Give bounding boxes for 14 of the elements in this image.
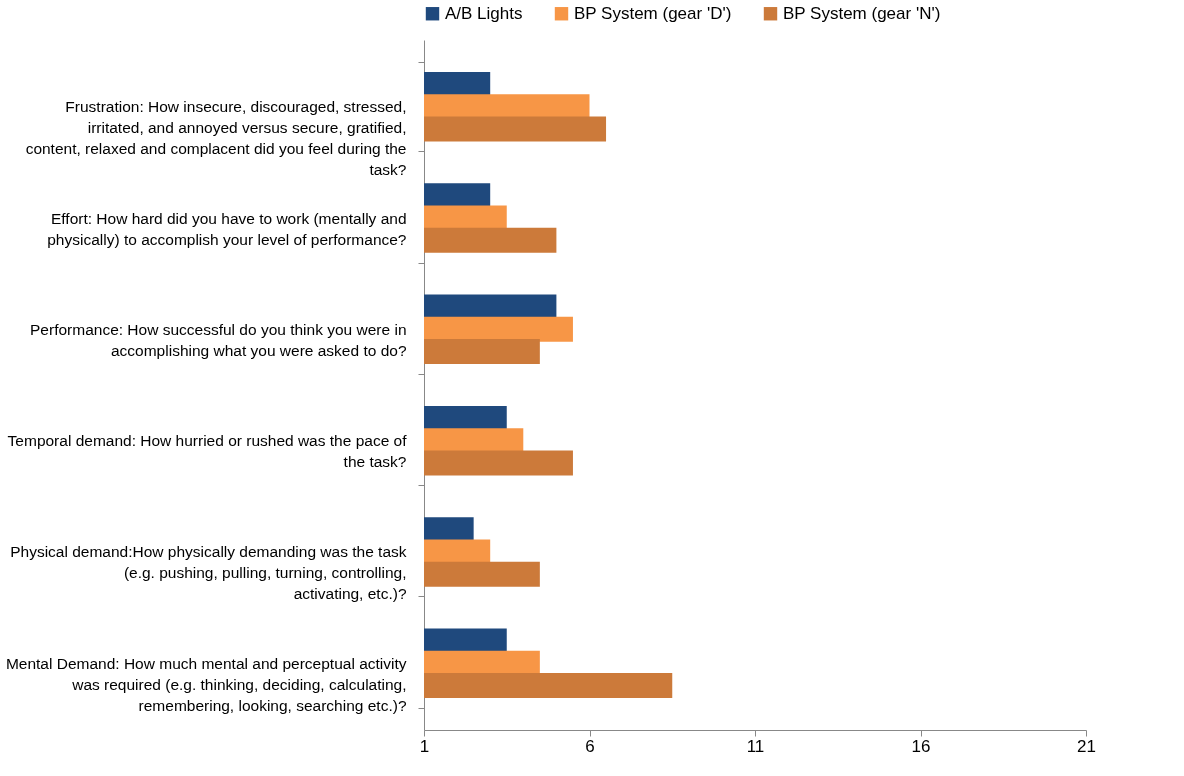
x-tick-label: 11 bbox=[746, 736, 765, 756]
y-tick-label: Performance: How successful do you think you were in accomplishing what you were asked to do? bbox=[30, 320, 407, 359]
y-tick-label: Mental Demand: How much mental and perceptual activity was required (e.g. thinking, deciding, calculating, remembering, looking, searching etc.)? bbox=[5, 654, 407, 714]
y-tick-label: Effort: How hard did you have to work (mentally and physically) to accomplish your level of performance? bbox=[47, 209, 407, 248]
legend-label: BP System (gear 'N') bbox=[783, 3, 941, 23]
y-tick-label: Temporal demand: How hurried or rushed was the pace of the task? bbox=[7, 432, 408, 471]
y-tick-label: Physical demand:How physically demanding was the task (e.g. pushing, pulling, turning, controlling, activating, etc.)? bbox=[10, 543, 407, 603]
legend-label: A/B Lights bbox=[445, 3, 523, 23]
y-tick-label: Frustration: How insecure, discouraged, stressed, irritated, and annoyed versus secure, gratified, content, relaxed and complacent did you feel during the task? bbox=[25, 98, 407, 179]
x-tick-label: 16 bbox=[911, 736, 931, 756]
x-tick-label: 21 bbox=[1077, 736, 1096, 756]
x-tick-label: 1 bbox=[419, 736, 430, 756]
legend-label: BP System (gear 'D') bbox=[574, 3, 732, 23]
x-tick-label: 6 bbox=[585, 736, 595, 756]
